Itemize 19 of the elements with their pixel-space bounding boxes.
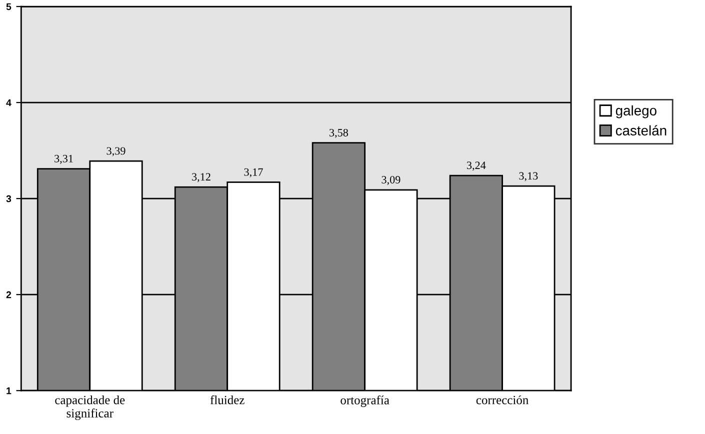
data-label: 3,12 xyxy=(192,173,210,182)
data-label: 3,13 xyxy=(519,172,538,182)
x-tick-label: capacidade de significar xyxy=(55,395,125,420)
data-label: 3,39 xyxy=(106,147,126,156)
x-tick-label: fluidez xyxy=(210,395,244,404)
data-label: 3,24 xyxy=(467,162,486,171)
legend-label: castelán xyxy=(616,125,666,136)
data-label: 3,17 xyxy=(244,168,263,178)
y-tick-label: 1 xyxy=(6,387,12,394)
y-tick-label: 4 xyxy=(6,99,12,106)
x-tick-label: ortografía xyxy=(340,395,390,407)
x-tick-label: corrección xyxy=(476,395,528,404)
data-label: 3,31 xyxy=(54,154,73,164)
data-label: 3,58 xyxy=(330,128,348,138)
data-label: 3,09 xyxy=(382,176,400,186)
legend-label: galego xyxy=(616,105,656,118)
y-tick-label: 3 xyxy=(6,195,12,202)
y-tick-label: 5 xyxy=(6,3,12,10)
y-tick-label: 2 xyxy=(6,291,12,298)
